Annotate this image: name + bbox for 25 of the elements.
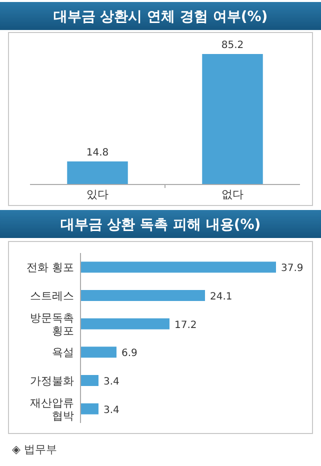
data-label: 14.8 <box>86 147 109 158</box>
y-tick-label: 방문독촉 횡포 <box>30 311 74 338</box>
bar <box>81 318 170 330</box>
bar <box>81 346 116 358</box>
y-tick-label: 전화 횡포 <box>26 261 74 274</box>
y-tick-label: 가정불화 <box>30 374 74 388</box>
data-label: 37.9 <box>281 263 304 274</box>
bar <box>81 262 276 273</box>
chart-title: 대부금 상환 독촉 피해 내용(%) <box>60 217 261 233</box>
data-label: 85.2 <box>221 40 244 51</box>
data-label: 24.1 <box>210 292 232 302</box>
x-tick-label: 있다 <box>86 188 108 201</box>
data-label: 6.9 <box>122 348 138 360</box>
y-tick-label: 스트레스 <box>30 290 74 302</box>
chart-title: 대부금 상환시 연체 경험 여부(%) <box>53 9 268 25</box>
data-label: 3.4 <box>103 404 120 416</box>
x-tick-label: 없다 <box>222 188 244 201</box>
text: ◈ 법무부 <box>12 443 57 456</box>
y-tick-label: 재산압류 협박 <box>30 396 74 422</box>
bar <box>81 375 98 386</box>
y-tick-label: 욕설 <box>52 346 74 360</box>
data-label: 17.2 <box>174 320 197 331</box>
bar <box>81 403 98 414</box>
data-label: 3.4 <box>103 376 120 388</box>
bar <box>81 290 205 301</box>
